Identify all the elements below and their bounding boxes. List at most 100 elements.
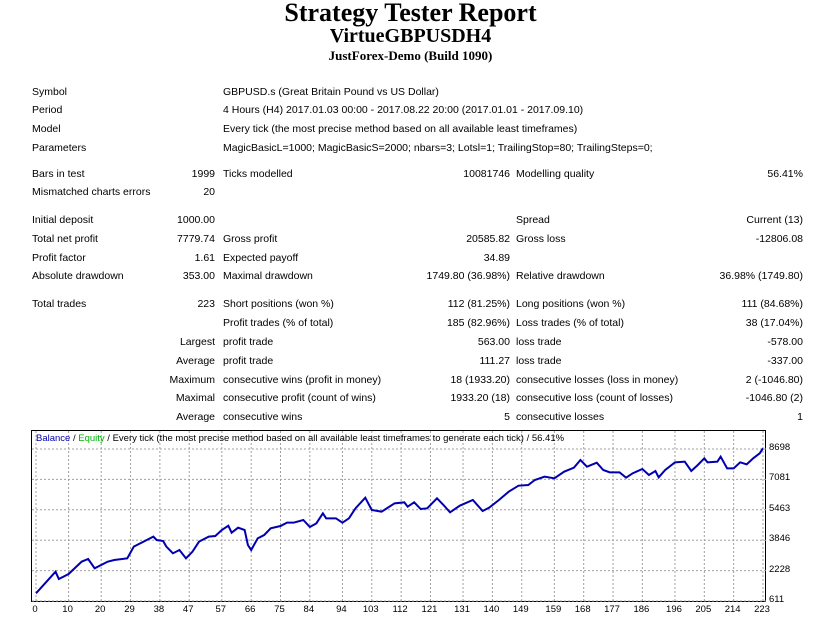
info-row: Period 4 Hours (H4) 2017.01.03 00:00 - 20… (0, 104, 821, 120)
stat-row: Initial deposit 1000.00 Spread Current (13) (0, 214, 821, 230)
x-tick-label: 223 (754, 604, 770, 615)
stat-value: Current (13) (746, 214, 803, 226)
stat-row: Largest profit trade 563.00 loss trade -578.… (0, 336, 821, 352)
stat-value: 1000.00 (177, 214, 215, 226)
stat-label: Absolute drawdown (32, 270, 124, 282)
stat-value: 353.00 (182, 270, 215, 282)
stat-label: Short positions (won %) (223, 298, 334, 310)
stat-value: 20 (203, 186, 215, 198)
stat-label: Gross profit (223, 233, 278, 245)
stat-label: consecutive wins (profit in money) (223, 374, 382, 386)
balance-chart (31, 430, 767, 603)
x-tick-label: 149 (512, 604, 529, 615)
stat-label: Largest (179, 336, 215, 348)
stat-value: 20585.82 (466, 233, 510, 245)
stat-value: -12806.08 (755, 233, 803, 245)
chart-plot (32, 431, 767, 603)
info-value: 4 Hours (H4) 2017.01.03 00:00 - 2017.08.… (223, 104, 584, 116)
x-tick-label: 84 (303, 604, 315, 615)
stat-label: Long positions (won %) (516, 298, 626, 310)
stat-label: Bars in test (32, 168, 85, 180)
stat-value: 36.98% (1749.80) (719, 270, 803, 282)
stat-value: -337.00 (767, 355, 803, 367)
info-row: Model Every tick (the most precise method… (0, 123, 821, 139)
x-tick-label: 94 (336, 604, 347, 615)
y-tick-label: 5463 (769, 502, 791, 514)
stat-label: Expected payoff (223, 252, 299, 264)
x-tick-label: 214 (724, 604, 741, 615)
x-tick-label: 38 (153, 604, 165, 615)
x-tick-label: 196 (666, 604, 682, 615)
stat-value: 185 (82.96%) (446, 317, 510, 329)
stat-label: Maximal (175, 392, 215, 404)
stat-value: 7779.74 (177, 233, 215, 245)
stat-value: 10081746 (463, 168, 510, 180)
stat-label: consecutive profit (count of wins) (223, 392, 376, 404)
legend-sep: / (70, 433, 79, 444)
stat-value: 1749.80 (36.98%) (426, 270, 510, 282)
stat-label: Gross loss (516, 233, 566, 245)
stat-label: Loss trades (% of total) (516, 317, 624, 329)
stat-row: Average profit trade 111.27 loss trade -337.… (0, 355, 821, 371)
stat-value: 223 (197, 298, 215, 310)
y-tick-label: 2228 (769, 563, 791, 575)
stat-label: Profit trades (% of total) (223, 317, 334, 329)
stat-label: Average (176, 411, 215, 423)
stat-value: 18 (1933.20) (450, 374, 510, 386)
info-value: MagicBasicL=1000; MagicBasicS=2000; nbar… (223, 142, 653, 154)
balance-line (35, 447, 764, 595)
y-tick-label: 7081 (769, 472, 791, 484)
stat-row: Maximum consecutive wins (profit in money… (0, 374, 821, 390)
stat-value: 1999 (191, 168, 215, 180)
stat-label: consecutive losses (516, 411, 605, 423)
x-tick-label: 205 (695, 604, 712, 615)
stat-row: Total trades 223 Short positions (won %) 11… (0, 298, 821, 314)
info-value: GBPUSD.s (Great Britain Pound vs US Doll… (223, 86, 439, 98)
info-row: Symbol GBPUSD.s (Great Britain Pound vs U… (0, 86, 821, 102)
stat-row: Profit factor 1.61 Expected payoff 34.89 (0, 252, 821, 268)
stat-label: profit trade (223, 355, 274, 367)
y-tick-label: 611 (769, 594, 785, 605)
stat-label: Relative drawdown (516, 270, 605, 282)
stat-label: loss trade (516, 336, 562, 348)
stat-label: Total net profit (32, 233, 98, 245)
stat-label: profit trade (223, 336, 274, 348)
y-tick-label: 3846 (769, 533, 791, 545)
x-tick-label: 103 (362, 604, 379, 615)
info-label: Period (32, 104, 63, 116)
x-tick-label: 75 (274, 604, 285, 615)
stat-label: Spread (516, 214, 550, 226)
stat-label: Average (176, 355, 215, 367)
stat-label: Ticks modelled (223, 168, 293, 180)
stat-label: Maximal drawdown (223, 270, 313, 282)
stat-row: Average consecutive wins 5 consecutive loss… (0, 411, 821, 427)
stat-label: Mismatched charts errors (32, 186, 151, 198)
legend-balance: Balance (36, 433, 71, 444)
stat-value: 2 (-1046.80) (745, 374, 803, 386)
x-tick-label: 112 (392, 604, 408, 615)
stat-row: Mismatched charts errors 20 (0, 186, 821, 202)
stat-value: 1933.20 (18) (450, 392, 510, 404)
x-tick-label: 140 (483, 604, 500, 615)
info-row: Parameters MagicBasicL=1000; MagicBasicS=… (0, 142, 821, 158)
legend-desc: / Every tick (the most precise method ba… (104, 433, 565, 444)
stat-value: 1 (797, 411, 803, 423)
stat-value: 1.61 (194, 252, 215, 264)
stat-value: 111.27 (479, 355, 510, 367)
x-tick-label: 29 (124, 604, 135, 615)
x-tick-label: 159 (545, 604, 562, 615)
stat-label: Modelling quality (516, 168, 595, 180)
x-tick-label: 177 (604, 604, 620, 615)
x-tick-label: 10 (62, 604, 73, 615)
x-tick-label: 57 (215, 604, 227, 615)
account-info: JustForex-Demo (Build 1090) (328, 48, 493, 63)
x-tick-label: 121 (421, 604, 438, 615)
stat-label: loss trade (516, 355, 562, 367)
expert-name: VirtueGBPUSDH4 (329, 25, 492, 47)
stat-value: 5 (504, 411, 510, 423)
x-tick-label: 186 (633, 604, 650, 615)
stat-value: 56.41% (767, 168, 803, 180)
stat-value: -1046.80 (2) (745, 392, 803, 404)
info-value: Every tick (the most precise method base… (223, 123, 578, 135)
stat-value: 563.00 (477, 336, 510, 348)
